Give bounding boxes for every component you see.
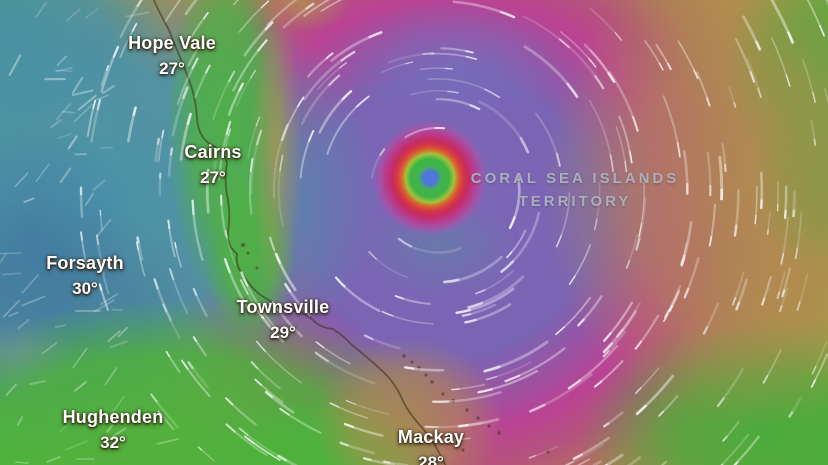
city-name: Forsayth (46, 253, 124, 273)
city-name: Cairns (184, 142, 242, 162)
city-temperature: 32° (100, 433, 126, 452)
city-name: Mackay (397, 427, 465, 447)
city-label-hughenden[interactable]: Hughenden 32° (63, 408, 164, 451)
cyclone-eye (372, 120, 488, 236)
city-label-cairns[interactable]: Cairns 27° (184, 143, 241, 186)
city-label-forsayth[interactable]: Forsayth 30° (46, 254, 124, 297)
city-label-townsville[interactable]: Townsville 29° (237, 298, 330, 341)
coastline (152, 0, 447, 465)
city-temperature: 30° (72, 279, 98, 298)
city-name: Townsville (236, 297, 330, 317)
city-name: Hope Vale (128, 33, 216, 53)
city-temperature: 28° (418, 453, 444, 465)
city-name: Hughenden (62, 407, 164, 427)
city-label-mackay[interactable]: Mackay 28° (398, 428, 464, 465)
city-temperature: 29° (270, 323, 296, 342)
city-label-hope-vale[interactable]: Hope Vale 27° (128, 34, 216, 77)
city-temperature: 27° (200, 168, 226, 187)
city-temperature: 27° (159, 59, 185, 78)
island-dots (241, 243, 550, 454)
